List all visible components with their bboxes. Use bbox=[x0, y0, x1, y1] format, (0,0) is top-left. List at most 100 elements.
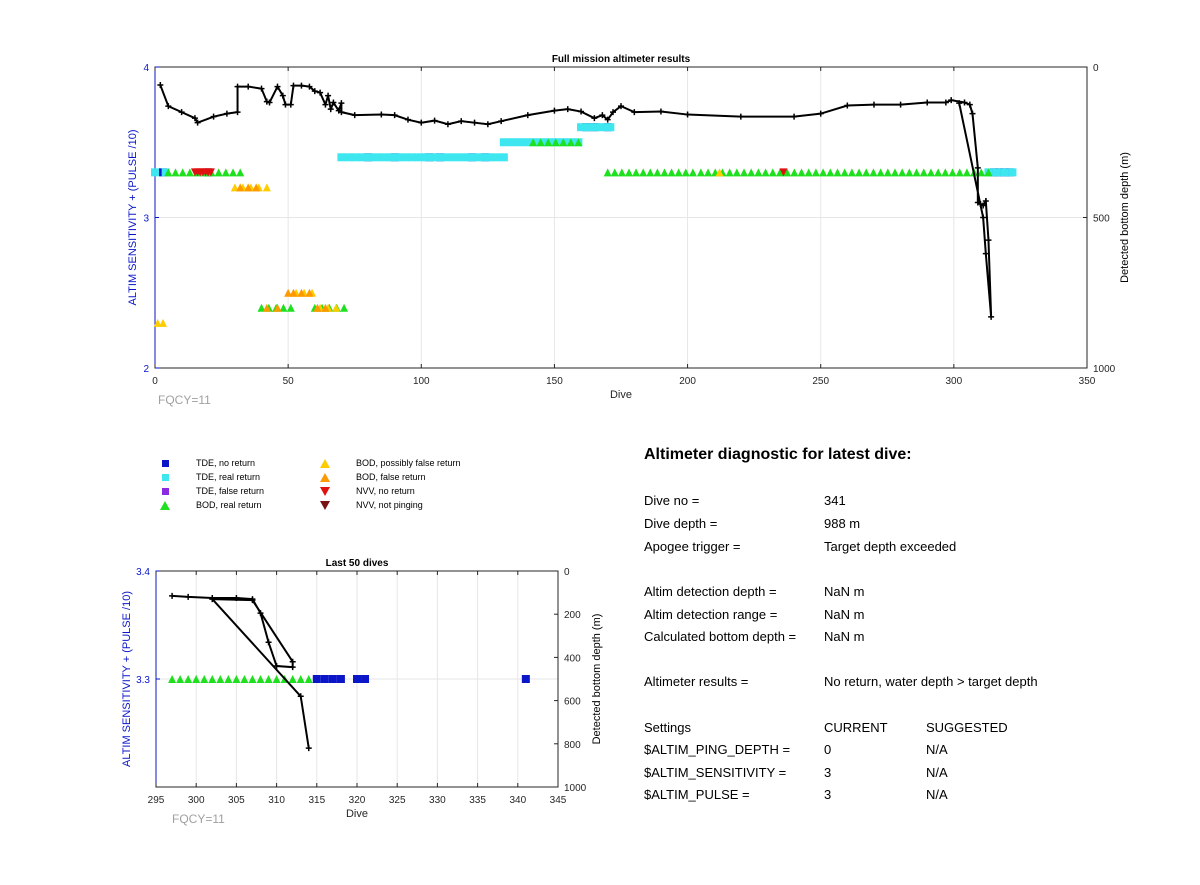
data-point bbox=[544, 138, 553, 147]
x-axis-label: Dive bbox=[610, 389, 632, 401]
data-point bbox=[956, 100, 963, 107]
data-point bbox=[471, 153, 480, 162]
data-point bbox=[184, 675, 193, 683]
data-point bbox=[171, 168, 180, 177]
data-point bbox=[485, 153, 494, 162]
data-point bbox=[279, 92, 286, 99]
data-point bbox=[492, 153, 501, 162]
data-point bbox=[288, 675, 297, 683]
data-point bbox=[240, 675, 249, 683]
x-axis-label: Dive bbox=[346, 808, 368, 820]
data-point bbox=[200, 675, 209, 683]
data-point bbox=[365, 153, 374, 162]
triangle-down-marker-icon bbox=[320, 498, 330, 512]
data-point bbox=[321, 303, 330, 312]
legend-item: BOD, possibly false return bbox=[320, 456, 461, 470]
data-point bbox=[610, 168, 619, 177]
full-mission-chart: 0 50 100 150 200 250 300 350 2 3 4 0 500 1000 Full mis… bbox=[127, 54, 1131, 407]
y2-tick-label: 0 bbox=[1093, 63, 1099, 74]
data-point bbox=[206, 168, 215, 177]
x-tick-label: 345 bbox=[550, 795, 567, 806]
data-point bbox=[840, 168, 849, 177]
data-point bbox=[980, 202, 987, 209]
data-point bbox=[286, 303, 295, 312]
data-point bbox=[284, 288, 293, 297]
data-point bbox=[869, 168, 878, 177]
data-point bbox=[289, 658, 296, 665]
data-point bbox=[340, 303, 349, 312]
data-point bbox=[499, 153, 508, 162]
data-point bbox=[436, 153, 445, 162]
data-point bbox=[358, 153, 367, 162]
data-point bbox=[919, 168, 928, 177]
y2-tick-label: 400 bbox=[564, 653, 581, 664]
data-point bbox=[422, 153, 431, 162]
chart-title: Last 50 dives bbox=[326, 558, 389, 569]
data-point bbox=[715, 168, 724, 177]
data-point bbox=[262, 303, 271, 312]
x-tick-label: 100 bbox=[413, 376, 430, 387]
data-point bbox=[962, 168, 971, 177]
bottom-depth-line bbox=[159, 84, 993, 317]
y-tick-label: 3 bbox=[143, 214, 149, 225]
x-tick-label: 50 bbox=[283, 376, 295, 387]
bottom-depth-line bbox=[172, 594, 310, 749]
data-point bbox=[305, 288, 314, 297]
data-point bbox=[912, 168, 921, 177]
data-point bbox=[457, 153, 466, 162]
data-point bbox=[311, 88, 318, 95]
data-point bbox=[667, 168, 676, 177]
data-point bbox=[224, 675, 233, 683]
data-point bbox=[688, 168, 697, 177]
square-marker-icon bbox=[160, 470, 170, 484]
data-point bbox=[249, 597, 256, 604]
data-point bbox=[312, 675, 321, 683]
x-tick-label: 310 bbox=[268, 795, 285, 806]
data-point bbox=[966, 101, 973, 108]
data-point bbox=[897, 101, 904, 108]
data-point bbox=[599, 112, 606, 119]
data-point bbox=[617, 168, 626, 177]
data-point bbox=[233, 595, 240, 601]
data-point bbox=[941, 168, 950, 177]
y-tick-label: 3.4 bbox=[136, 567, 150, 578]
data-point bbox=[330, 99, 337, 106]
data-point bbox=[982, 250, 989, 257]
data-point bbox=[404, 116, 411, 123]
data-point bbox=[524, 112, 531, 119]
data-point bbox=[266, 99, 273, 106]
triangle-up-marker-icon bbox=[160, 498, 170, 512]
data-point bbox=[230, 183, 239, 192]
data-point bbox=[161, 168, 170, 177]
data-point bbox=[306, 83, 313, 90]
data-point bbox=[378, 111, 385, 118]
legend: TDE, no return TDE, real return TDE, fal… bbox=[160, 456, 520, 516]
data-point bbox=[791, 113, 798, 120]
data-point bbox=[386, 153, 395, 162]
data-point bbox=[305, 745, 312, 752]
data-point bbox=[282, 101, 289, 108]
data-point bbox=[273, 303, 282, 312]
data-point bbox=[157, 82, 164, 89]
data-point bbox=[891, 168, 900, 177]
data-point bbox=[272, 675, 281, 683]
data-point bbox=[768, 168, 777, 177]
data-point bbox=[262, 183, 271, 192]
data-point bbox=[236, 183, 245, 192]
data-point bbox=[216, 675, 225, 683]
data-point bbox=[332, 303, 341, 312]
data-point bbox=[980, 214, 987, 221]
data-point bbox=[564, 106, 571, 113]
data-point bbox=[992, 168, 1001, 177]
data-point bbox=[256, 675, 265, 683]
data-point bbox=[632, 168, 641, 177]
y-tick-label: 3.3 bbox=[136, 675, 150, 686]
data-point bbox=[296, 675, 305, 683]
data-point bbox=[471, 119, 478, 126]
x-tick-label: 330 bbox=[429, 795, 446, 806]
data-point bbox=[740, 168, 749, 177]
data-point bbox=[325, 92, 332, 99]
data-point bbox=[591, 115, 598, 122]
data-point bbox=[985, 237, 992, 244]
data-point bbox=[725, 168, 734, 177]
